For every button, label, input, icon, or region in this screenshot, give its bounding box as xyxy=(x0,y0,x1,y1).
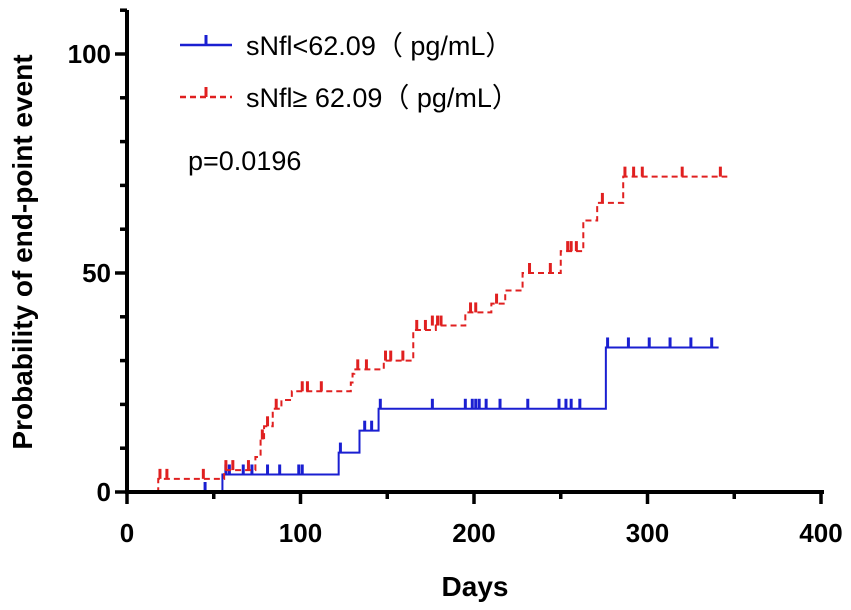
series-line xyxy=(127,346,719,493)
x-tick-label: 0 xyxy=(120,518,134,548)
y-tick-label: 0 xyxy=(97,477,111,507)
x-tick-label: 200 xyxy=(452,518,495,548)
y-tick-label: 50 xyxy=(82,258,111,288)
axis-ticks: 0 100 200 300 400 0 50 100 xyxy=(68,8,843,548)
legend-item-low-snfl: sNfl<62.09（ pg/mL） xyxy=(180,31,512,61)
x-axis-title: Days xyxy=(442,571,509,602)
legend-label-high-snfl: sNfl≥ 62.09（ pg/mL） xyxy=(246,83,519,113)
legend-item-high-snfl: sNfl≥ 62.09（ pg/mL） xyxy=(180,83,519,113)
x-tick-label: 400 xyxy=(799,518,842,548)
legend: sNfl<62.09（ pg/mL） sNfl≥ 62.09（ pg/mL） xyxy=(180,31,519,113)
series-0 xyxy=(127,337,719,493)
series-line xyxy=(127,175,728,493)
plot-area xyxy=(127,166,728,493)
x-tick-label: 100 xyxy=(279,518,322,548)
y-axis-title: Probability of end-point event xyxy=(7,54,38,449)
p-value-annotation: p=0.0196 xyxy=(188,146,301,176)
series-1 xyxy=(127,166,728,493)
x-tick-label: 300 xyxy=(626,518,669,548)
y-tick-label: 100 xyxy=(68,39,111,69)
legend-label-low-snfl: sNfl<62.09（ pg/mL） xyxy=(246,31,512,61)
